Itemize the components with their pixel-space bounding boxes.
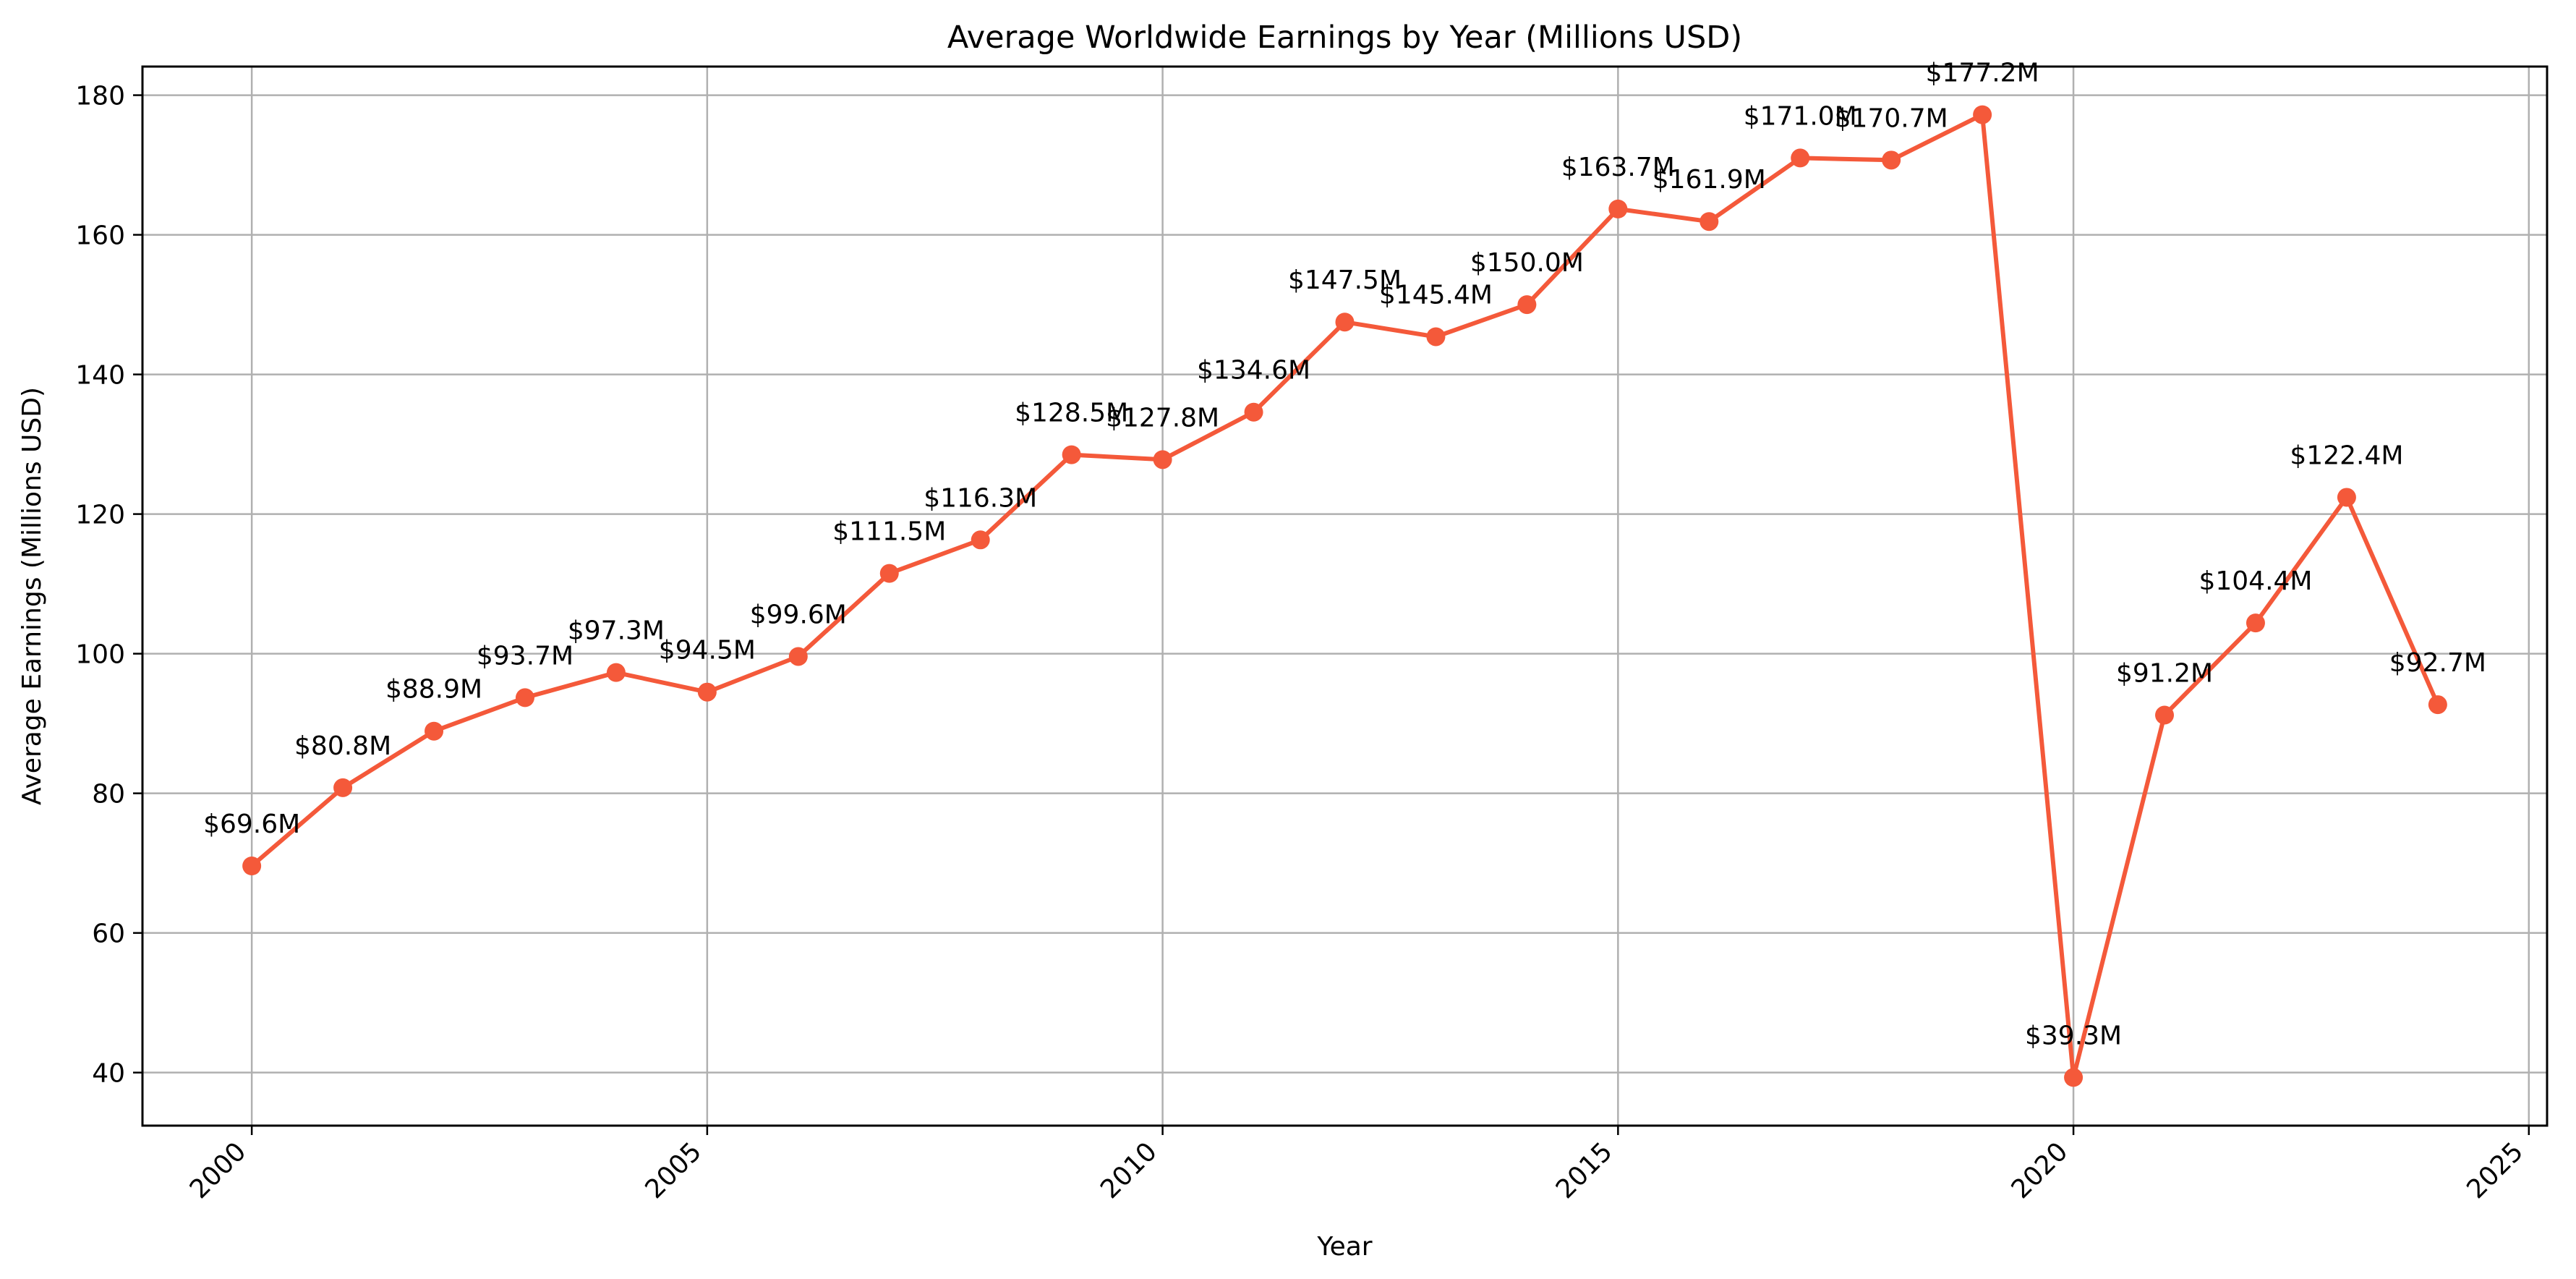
data-point-marker	[1153, 450, 1172, 469]
data-point-marker	[1062, 445, 1081, 464]
data-point-marker	[1973, 105, 1992, 124]
y-tick-label: 160	[75, 221, 125, 251]
data-label: $80.8M	[294, 731, 391, 761]
data-point-marker	[606, 663, 626, 682]
data-label: $104.4M	[2198, 566, 2312, 596]
x-tick-label: 2015	[1551, 1136, 1618, 1204]
y-tick-label: 140	[75, 361, 125, 391]
data-point-marker	[2064, 1068, 2084, 1087]
y-tick-label: 180	[75, 82, 125, 111]
data-point-marker	[2155, 705, 2175, 725]
data-label: $91.2M	[2116, 659, 2213, 689]
y-tick-label: 60	[92, 919, 125, 949]
grid-layer	[142, 67, 2547, 1126]
y-tick-label: 100	[75, 640, 125, 670]
data-label: $116.3M	[924, 483, 1037, 513]
x-axis-label: Year	[1316, 1232, 1372, 1262]
x-tick-label: 2000	[184, 1136, 252, 1204]
data-point-marker	[425, 721, 444, 741]
y-axis-label: Average Earnings (Millions USD)	[17, 387, 47, 805]
data-label: $69.6M	[203, 810, 300, 839]
data-point-marker	[1882, 150, 1901, 170]
data-point-marker	[1791, 148, 1810, 168]
data-label: $127.8M	[1106, 403, 1219, 433]
data-label: $99.6M	[750, 600, 847, 629]
x-tick-label: 2005	[639, 1136, 707, 1204]
y-tick-label: 120	[75, 501, 125, 530]
data-label-layer: $69.6M $80.8M $88.9M $93.7M$97.3M$94.5M $99.…	[203, 59, 2486, 1051]
data-label: $39.3M	[2025, 1021, 2122, 1050]
data-label: $150.0M	[1470, 248, 1584, 278]
data-label: $170.7M	[1835, 103, 1948, 133]
data-point-marker	[1517, 295, 1537, 315]
data-label: $161.9M	[1652, 165, 1766, 195]
data-label: $111.5M	[832, 517, 946, 547]
x-tick-label: 2010	[1095, 1136, 1163, 1204]
data-point-marker	[2428, 695, 2447, 715]
axis-layer: 2000 2005 2010 2015 2020 2025 40 60 80 100 120 140 1…	[75, 82, 2530, 1204]
data-label: $88.9M	[385, 675, 482, 705]
chart-title: Average Worldwide Earnings by Year (Mill…	[947, 20, 1742, 56]
data-point-marker	[697, 682, 717, 702]
data-point-marker	[1699, 212, 1719, 231]
y-tick-label: 40	[92, 1059, 125, 1089]
data-point-marker	[515, 688, 534, 708]
y-tick-label: 80	[92, 780, 125, 810]
data-label: $128.5M	[1015, 399, 1128, 428]
x-tick-label: 2025	[2461, 1136, 2529, 1204]
data-label: $163.7M	[1561, 153, 1675, 182]
data-point-marker	[1608, 199, 1628, 218]
plot-frame	[141, 65, 2549, 1127]
marker-layer	[242, 105, 2447, 1087]
data-label: $171.0M	[1744, 101, 1857, 131]
data-point-marker	[1335, 313, 1355, 332]
data-label: $145.4M	[1379, 280, 1493, 310]
data-point-marker	[971, 530, 990, 550]
data-label: $134.6M	[1197, 356, 1310, 386]
data-label: $97.3M	[568, 616, 665, 646]
data-label: $92.7M	[2389, 648, 2486, 678]
x-tick-label: 2020	[2006, 1136, 2074, 1204]
data-point-marker	[788, 647, 808, 666]
data-point-marker	[333, 778, 353, 797]
data-label: $147.5M	[1288, 265, 1402, 295]
data-point-marker	[2337, 488, 2356, 507]
data-label: $122.4M	[2290, 441, 2403, 470]
data-point-marker	[1244, 402, 1263, 422]
data-point-marker	[879, 564, 899, 583]
data-point-marker	[1426, 327, 1446, 347]
data-point-marker	[2246, 613, 2265, 633]
data-label: $94.5M	[659, 636, 756, 666]
data-label: $93.7M	[477, 641, 573, 671]
data-label: $177.2M	[1926, 59, 2039, 88]
data-point-marker	[242, 856, 262, 875]
